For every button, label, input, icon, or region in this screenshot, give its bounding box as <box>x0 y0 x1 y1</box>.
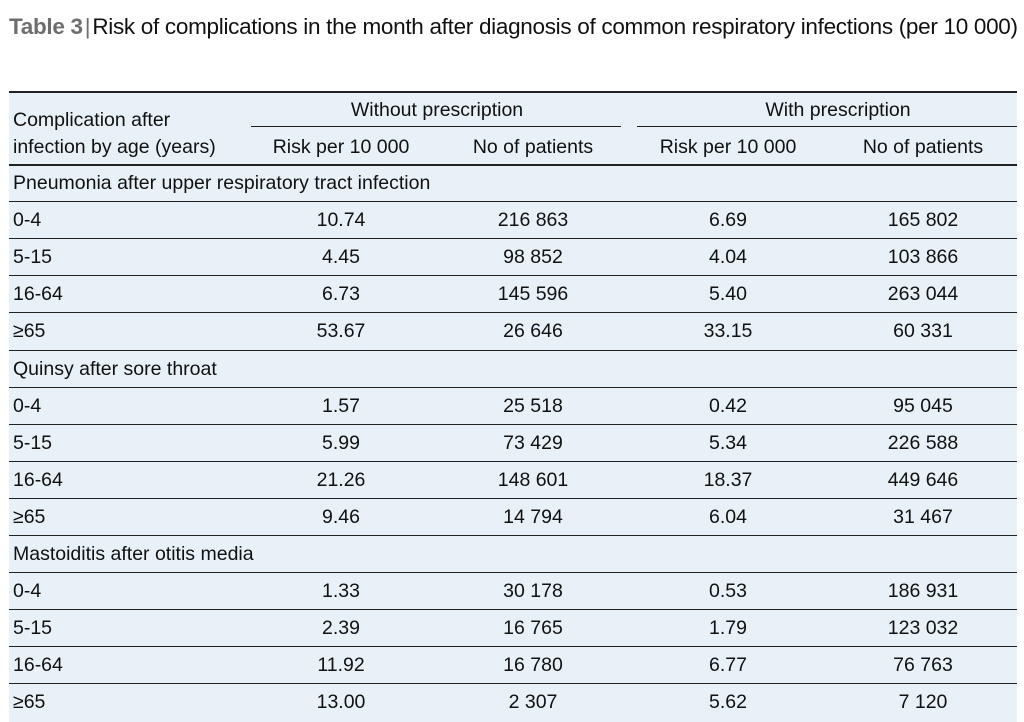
cell-risk-with: 4.04 <box>709 246 747 268</box>
col-header-patients-without: No of patients <box>472 136 594 158</box>
cell-age: 0-4 <box>13 580 42 602</box>
cell-patients-without: 73 429 <box>503 432 563 454</box>
row-rule <box>9 275 1017 276</box>
row-rule <box>9 461 1017 462</box>
cell-patients-with: 76 763 <box>893 654 953 676</box>
cell-age: 5-15 <box>13 246 53 268</box>
cell-risk-without: 53.67 <box>316 320 366 342</box>
cell-risk-with: 6.69 <box>709 209 747 231</box>
table-caption: Table 3|Risk of complications in the mon… <box>9 10 1019 43</box>
cell-risk-without: 10.74 <box>316 209 366 231</box>
row-rule <box>9 312 1017 313</box>
cell-patients-without: 145 596 <box>497 283 569 305</box>
cell-patients-with: 226 588 <box>887 432 959 454</box>
group-header-with: With prescription <box>765 99 911 121</box>
cell-patients-with: 7 120 <box>898 691 948 713</box>
row-rule <box>9 350 1017 351</box>
row-rule <box>9 387 1017 388</box>
caption-separator: | <box>84 14 91 39</box>
cell-age: 16-64 <box>13 654 63 676</box>
row-rule <box>9 164 1017 166</box>
cell-patients-with: 165 802 <box>887 209 959 231</box>
cell-risk-with: 1.79 <box>709 617 747 639</box>
table-label: Table 3 <box>9 14 83 39</box>
row-rule <box>9 238 1017 239</box>
section-title: Pneumonia after upper respiratory tract … <box>13 172 431 194</box>
cell-patients-with: 60 331 <box>893 320 953 342</box>
cell-patients-with: 449 646 <box>887 469 959 491</box>
cell-risk-with: 5.34 <box>709 432 747 454</box>
row-rule <box>9 498 1017 499</box>
cell-risk-without: 5.99 <box>322 432 360 454</box>
cell-risk-with: 6.77 <box>709 654 747 676</box>
cell-patients-without: 25 518 <box>503 395 563 417</box>
cell-age: 0-4 <box>13 209 42 231</box>
group-underline-without <box>251 126 621 127</box>
col-header-patients-with: No of patients <box>862 136 984 158</box>
col-header-risk-without: Risk per 10 000 <box>272 136 410 158</box>
row-rule <box>9 683 1017 684</box>
complications-table: Complication after infection by age (yea… <box>9 91 1017 722</box>
row-rule <box>9 572 1017 573</box>
row-header-line2: infection by age (years) <box>13 136 216 158</box>
cell-risk-without: 1.33 <box>322 580 360 602</box>
cell-risk-without: 11.92 <box>317 654 365 676</box>
cell-risk-with: 0.42 <box>709 395 747 417</box>
row-rule <box>9 609 1017 610</box>
cell-risk-without: 1.57 <box>322 395 360 417</box>
section-title: Mastoiditis after otitis media <box>13 543 254 565</box>
cell-patients-without: 98 852 <box>503 246 563 268</box>
cell-age: ≥65 <box>13 691 46 713</box>
section-title: Quinsy after sore throat <box>13 358 217 380</box>
cell-patients-with: 263 044 <box>887 283 959 305</box>
cell-patients-without: 30 178 <box>503 580 563 602</box>
group-header-without: Without prescription <box>350 99 524 121</box>
table-title: Risk of complications in the month after… <box>92 14 1018 39</box>
row-rule <box>9 424 1017 425</box>
cell-age: 16-64 <box>13 283 63 305</box>
cell-risk-without: 13.00 <box>316 691 366 713</box>
cell-patients-with: 95 045 <box>893 395 953 417</box>
row-rule <box>9 535 1017 536</box>
col-header-risk-with: Risk per 10 000 <box>659 136 797 158</box>
cell-risk-with: 5.40 <box>709 283 747 305</box>
cell-patients-with: 186 931 <box>887 580 959 602</box>
cell-risk-with: 18.37 <box>703 469 753 491</box>
cell-risk-with: 33.15 <box>703 320 753 342</box>
cell-age: ≥65 <box>13 506 46 528</box>
cell-risk-without: 6.73 <box>322 283 360 305</box>
cell-patients-without: 148 601 <box>497 469 569 491</box>
cell-risk-without: 2.39 <box>322 617 360 639</box>
cell-patients-without: 2 307 <box>508 691 558 713</box>
cell-age: 5-15 <box>13 617 53 639</box>
cell-risk-with: 5.62 <box>709 691 747 713</box>
row-rule <box>9 201 1017 202</box>
cell-patients-without: 16 765 <box>503 617 563 639</box>
table-top-rule <box>9 91 1017 93</box>
cell-patients-with: 103 866 <box>887 246 959 268</box>
cell-patients-without: 216 863 <box>497 209 569 231</box>
cell-risk-with: 6.04 <box>709 506 747 528</box>
cell-risk-with: 0.53 <box>709 580 747 602</box>
row-rule <box>9 646 1017 647</box>
row-header-line1: Complication after <box>13 109 171 131</box>
cell-age: 5-15 <box>13 432 53 454</box>
cell-risk-without: 4.45 <box>322 246 360 268</box>
cell-patients-without: 14 794 <box>503 506 563 528</box>
cell-risk-without: 9.46 <box>322 506 360 528</box>
cell-age: 0-4 <box>13 395 42 417</box>
cell-age: 16-64 <box>13 469 63 491</box>
cell-patients-with: 31 467 <box>893 506 953 528</box>
cell-patients-without: 16 780 <box>503 654 563 676</box>
cell-patients-with: 123 032 <box>887 617 959 639</box>
cell-age: ≥65 <box>13 320 46 342</box>
cell-patients-without: 26 646 <box>503 320 563 342</box>
group-underline-with <box>637 126 1017 127</box>
cell-risk-without: 21.26 <box>316 469 366 491</box>
